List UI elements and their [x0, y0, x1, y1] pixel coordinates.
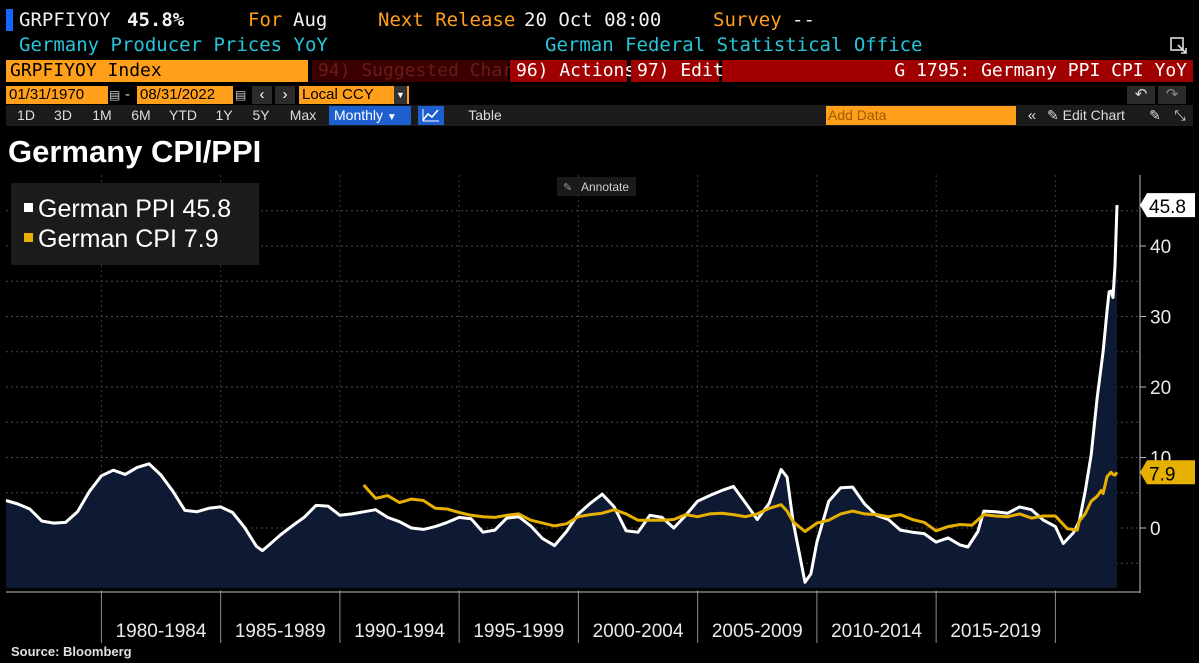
chart-id-label: G 1795: Germany PPI CPI YoY: [894, 60, 1187, 81]
ppi-end-label-bg: [1140, 193, 1195, 218]
edit-label: 97) Edit: [637, 60, 724, 81]
period-6m[interactable]: 6M: [131, 107, 151, 123]
calendar-icon[interactable]: ▤: [109, 88, 121, 102]
line-chart-button[interactable]: [418, 106, 444, 125]
x-period-label: 2010-2014: [831, 621, 922, 642]
expand-icon[interactable]: ⤡: [1174, 107, 1186, 123]
redo-button[interactable]: ↷: [1158, 86, 1186, 104]
period-1y[interactable]: 1Y: [215, 107, 233, 123]
start-date-text: 01/31/1970: [9, 86, 85, 103]
end-date-field[interactable]: 08/31/2022: [137, 86, 233, 104]
chevron-down-icon: ▼: [386, 112, 397, 123]
chevron-down-icon: ▼: [394, 86, 407, 104]
legend: German PPI 45.8 German CPI 7.9: [11, 183, 259, 265]
security-field-text: GRPFIYOY Index: [10, 60, 162, 81]
survey-label: Survey: [713, 9, 782, 31]
y-tick-label: 0: [1150, 519, 1161, 540]
end-date-text: 08/31/2022: [140, 86, 216, 103]
period-5y[interactable]: 5Y: [252, 107, 270, 123]
x-period-label: 2015-2019: [950, 621, 1041, 642]
annotate-button[interactable]: Annotate ✎: [557, 177, 636, 196]
annotate-pencil-icon: ✎: [563, 182, 572, 194]
add-data-placeholder: Add Data: [828, 107, 887, 123]
x-period-label: 2005-2009: [712, 621, 803, 642]
currency-text: Local CCY: [302, 86, 374, 103]
period-ytd[interactable]: YTD: [169, 107, 197, 123]
x-period-label: 2000-2004: [593, 621, 684, 642]
legend-swatch-cpi: [24, 233, 33, 242]
calendar-icon[interactable]: ▤: [235, 88, 247, 102]
x-period-label: 1985-1989: [235, 621, 326, 642]
table-button[interactable]: Table: [468, 107, 502, 123]
actions-button[interactable]: 96) Actions ▼: [510, 60, 656, 82]
chart-title: Germany CPI/PPI: [8, 134, 261, 169]
period-max[interactable]: Max: [289, 107, 317, 123]
edit-chart-button[interactable]: ✎ Edit Chart: [1047, 106, 1141, 125]
next-release-label: Next Release: [378, 9, 516, 31]
suggested-charts-label: 94) Suggested Charts: [318, 60, 535, 81]
edit-chart-label: Edit Chart: [1062, 107, 1125, 123]
for-label: For: [248, 9, 283, 31]
next-period-button[interactable]: ›: [275, 86, 295, 104]
chart: Germany CPI/PPI Annotate ✎ German PPI 45…: [5, 134, 1195, 659]
add-data-input[interactable]: Add Data: [826, 106, 1016, 125]
last-value: 45.8%: [127, 9, 185, 31]
survey-value: --: [792, 9, 815, 31]
pencil-icon: ✎: [1047, 107, 1059, 123]
x-period-label: 1990-1994: [354, 621, 445, 642]
annotate-label: Annotate: [581, 180, 629, 194]
start-date-field[interactable]: 01/31/1970: [6, 86, 108, 104]
security-field[interactable]: GRPFIYOY Index: [6, 60, 308, 82]
cpi-line: [362, 470, 1119, 533]
ticker-marker: [6, 9, 13, 31]
source-footer: Source: Bloomberg: [11, 644, 132, 659]
suggested-charts-button[interactable]: 94) Suggested Charts: [312, 60, 535, 82]
chart-id-bar: G 1795: Germany PPI CPI YoY: [722, 60, 1193, 82]
date-separator: -: [125, 86, 130, 103]
cpi-end-label-bg: [1140, 460, 1195, 485]
x-period-label: 1995-1999: [473, 621, 564, 642]
legend-swatch-ppi: [24, 203, 33, 212]
legend-cpi: German CPI 7.9: [38, 225, 219, 253]
next-release-value: 20 Oct 08:00: [524, 9, 662, 31]
y-tick-label: 30: [1150, 308, 1171, 329]
ppi-end-label: 45.8: [1149, 197, 1186, 218]
end-labels: 45.8 7.9: [1140, 193, 1195, 485]
collapse-icon[interactable]: «: [1027, 107, 1037, 124]
y-tick-label: 40: [1150, 237, 1171, 258]
prev-period-button[interactable]: ‹: [252, 86, 272, 104]
ticker-symbol: GRPFIYOY: [19, 9, 111, 31]
y-tick-label: 20: [1150, 378, 1171, 399]
edit-button[interactable]: 97) Edit ▼: [631, 60, 745, 82]
period-1d[interactable]: 1D: [17, 107, 35, 123]
x-axis: 1980-1984 1985-1989 1990-1994 1995-1999 2000…: [6, 591, 1140, 642]
currency-select[interactable]: Local CCY ▼: [299, 86, 409, 104]
frequency-select[interactable]: Monthly ▼: [329, 106, 411, 125]
frequency-text: Monthly: [334, 107, 384, 123]
source-organization: German Federal Statistical Office: [545, 34, 923, 56]
legend-ppi: German PPI 45.8: [38, 195, 231, 223]
undo-button[interactable]: ↶: [1127, 86, 1155, 104]
actions-label: 96) Actions: [516, 60, 636, 81]
ppi-line: [5, 205, 1119, 584]
edit-settings-icon[interactable]: ✎: [1149, 107, 1161, 123]
cpi-end-label: 7.9: [1149, 464, 1175, 485]
period-1m[interactable]: 1M: [92, 107, 112, 123]
series-layer: [5, 205, 1119, 588]
security-description: Germany Producer Prices YoY: [19, 34, 328, 56]
x-period-label: 1980-1984: [116, 621, 207, 642]
period-3d[interactable]: 3D: [54, 107, 72, 123]
ppi-area: [6, 205, 1117, 588]
for-period: Aug: [293, 9, 328, 31]
legend-box: [11, 183, 259, 265]
popout-icon[interactable]: [1169, 35, 1189, 55]
